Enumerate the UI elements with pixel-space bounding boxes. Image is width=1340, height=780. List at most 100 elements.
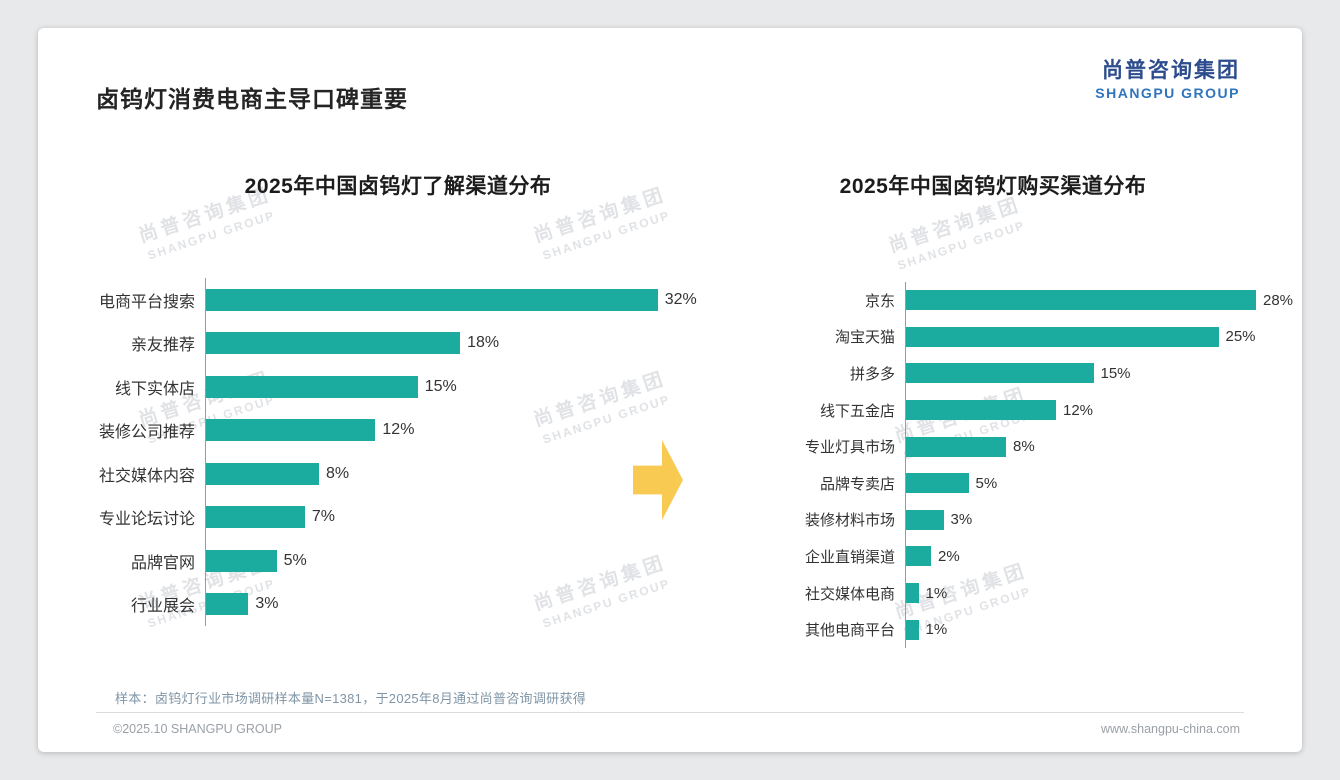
category-label: 专业灯具市场 xyxy=(804,439,895,457)
category-label: 社交媒体内容 xyxy=(98,467,195,485)
category-label: 品牌专卖店 xyxy=(819,475,895,493)
category-label: 专业论坛讨论 xyxy=(98,511,195,529)
bar-row: 品牌专卖店 5% xyxy=(745,464,1301,502)
value-label: 15% xyxy=(1100,364,1131,382)
category-label: 线下五金店 xyxy=(819,402,895,420)
value-label: 25% xyxy=(1225,328,1256,346)
bar-row: 专业论坛讨论 7% xyxy=(45,495,705,539)
bar xyxy=(206,332,461,355)
bar-track: 12% xyxy=(205,408,686,452)
bar-row: 装修公司推荐 12% xyxy=(45,408,705,452)
category-label: 线下实体店 xyxy=(114,380,195,398)
sample-note: 样本：卤钨灯行业市场调研样本量N=1381，于2025年8月通过尚普咨询调研获得 xyxy=(115,691,587,706)
chart-title-purchase-channels: 2025年中国卤钨灯购买渠道分布 xyxy=(839,175,1147,198)
category-label: 装修公司推荐 xyxy=(98,424,195,442)
bar-track: 1% xyxy=(905,574,1281,612)
value-label: 3% xyxy=(255,595,279,613)
value-label: 5% xyxy=(975,474,998,492)
bar xyxy=(906,400,1056,421)
bar-track: 25% xyxy=(905,318,1281,356)
footer-copyright: ©2025.10 SHANGPU GROUP xyxy=(113,722,282,736)
watermark-text-en: SHANGPU GROUP xyxy=(540,208,673,263)
bar-row: 拼多多 15% xyxy=(745,355,1301,392)
slide-card: 尚普咨询集团 SHANGPU GROUP 尚普咨询集团 SHANGPU GROUP 尚普… xyxy=(38,28,1302,752)
footer-divider xyxy=(96,712,1244,713)
category-label: 京东 xyxy=(864,292,895,310)
value-label: 3% xyxy=(950,511,973,529)
bar xyxy=(906,546,931,567)
bar xyxy=(206,549,277,572)
bar xyxy=(206,593,249,616)
bar-chart-purchase-channels: 京东 28% 淘宝天猫 25% 拼多多 15% 线下五金店 12% 专业灯具市场 8% 品牌专卖店 5… xyxy=(745,282,1301,648)
bar-row: 社交媒体电商 1% xyxy=(745,574,1301,612)
value-label: 12% xyxy=(1063,401,1094,419)
bar-row: 淘宝天猫 25% xyxy=(745,318,1301,356)
bar xyxy=(906,290,1256,311)
bar-row: 社交媒体内容 8% xyxy=(45,452,705,496)
value-label: 8% xyxy=(325,464,350,482)
bar-track: 8% xyxy=(905,428,1281,465)
bar xyxy=(206,375,418,398)
value-label: 2% xyxy=(938,547,960,565)
bar-track: 28% xyxy=(905,282,1293,319)
bar-row: 线下五金店 12% xyxy=(745,391,1301,429)
bar-track: 8% xyxy=(205,452,686,496)
value-label: 7% xyxy=(311,508,335,526)
watermark-text-en: SHANGPU GROUP xyxy=(145,208,278,263)
bar-row: 电商平台搜索 32% xyxy=(45,278,705,322)
bar-row: 装修材料市场 3% xyxy=(745,501,1301,539)
bar xyxy=(906,509,944,530)
bar-chart-awareness-channels: 电商平台搜索 32% 亲友推荐 18% 线下实体店 15% 装修公司推荐 12% 社交媒体内容 8… xyxy=(45,278,705,626)
value-label: 1% xyxy=(925,584,948,602)
value-label: 12% xyxy=(382,421,415,439)
bar-track: 1% xyxy=(905,611,1281,648)
bar-track: 3% xyxy=(205,582,686,626)
value-label: 18% xyxy=(467,334,500,352)
bar-track: 15% xyxy=(905,355,1281,392)
bar xyxy=(206,506,305,529)
value-label: 32% xyxy=(664,290,697,308)
bar-row: 其他电商平台 1% xyxy=(745,611,1301,648)
category-label: 拼多多 xyxy=(849,365,895,383)
value-label: 8% xyxy=(1013,438,1035,456)
bar xyxy=(206,462,319,485)
category-label: 行业展会 xyxy=(130,598,195,616)
category-label: 社交媒体电商 xyxy=(804,585,895,603)
bar xyxy=(206,419,376,442)
bar xyxy=(906,326,1219,347)
bar-row: 京东 28% xyxy=(745,282,1301,319)
bar-track: 5% xyxy=(905,464,1281,502)
bar xyxy=(906,619,919,640)
category-label: 企业直销渠道 xyxy=(804,548,895,566)
bar-row: 线下实体店 15% xyxy=(45,365,705,409)
value-label: 15% xyxy=(424,377,457,395)
category-label: 其他电商平台 xyxy=(804,622,895,640)
bar-row: 行业展会 3% xyxy=(45,582,705,626)
bar xyxy=(906,583,919,604)
bar xyxy=(906,363,1094,384)
page-title: 卤钨灯消费电商主导口碑重要 xyxy=(96,86,408,112)
bar-row: 专业灯具市场 8% xyxy=(745,428,1301,465)
bar-row: 品牌官网 5% xyxy=(45,539,705,583)
value-label: 1% xyxy=(925,621,948,639)
bar-track: 18% xyxy=(205,321,686,365)
bar-track: 15% xyxy=(205,365,686,409)
bar-track: 3% xyxy=(905,501,1281,539)
bar-track: 2% xyxy=(905,538,1281,575)
bar xyxy=(206,288,658,311)
chart-title-awareness-channels: 2025年中国卤钨灯了解渠道分布 xyxy=(244,175,552,198)
logo-text-cn: 尚普咨询集团 xyxy=(1102,59,1240,82)
company-logo: 尚普咨询集团 SHANGPU GROUP xyxy=(1095,58,1240,102)
category-label: 装修材料市场 xyxy=(804,512,895,530)
bar-row: 企业直销渠道 2% xyxy=(745,538,1301,575)
bar-track: 5% xyxy=(205,539,686,583)
value-label: 5% xyxy=(283,551,307,569)
logo-text-en: SHANGPU GROUP xyxy=(1095,85,1240,101)
bar xyxy=(906,473,969,494)
category-label: 电商平台搜索 xyxy=(98,293,195,311)
bar-row: 亲友推荐 18% xyxy=(45,321,705,365)
bar xyxy=(906,436,1006,457)
category-label: 亲友推荐 xyxy=(130,337,195,355)
category-label: 淘宝天猫 xyxy=(834,329,895,347)
